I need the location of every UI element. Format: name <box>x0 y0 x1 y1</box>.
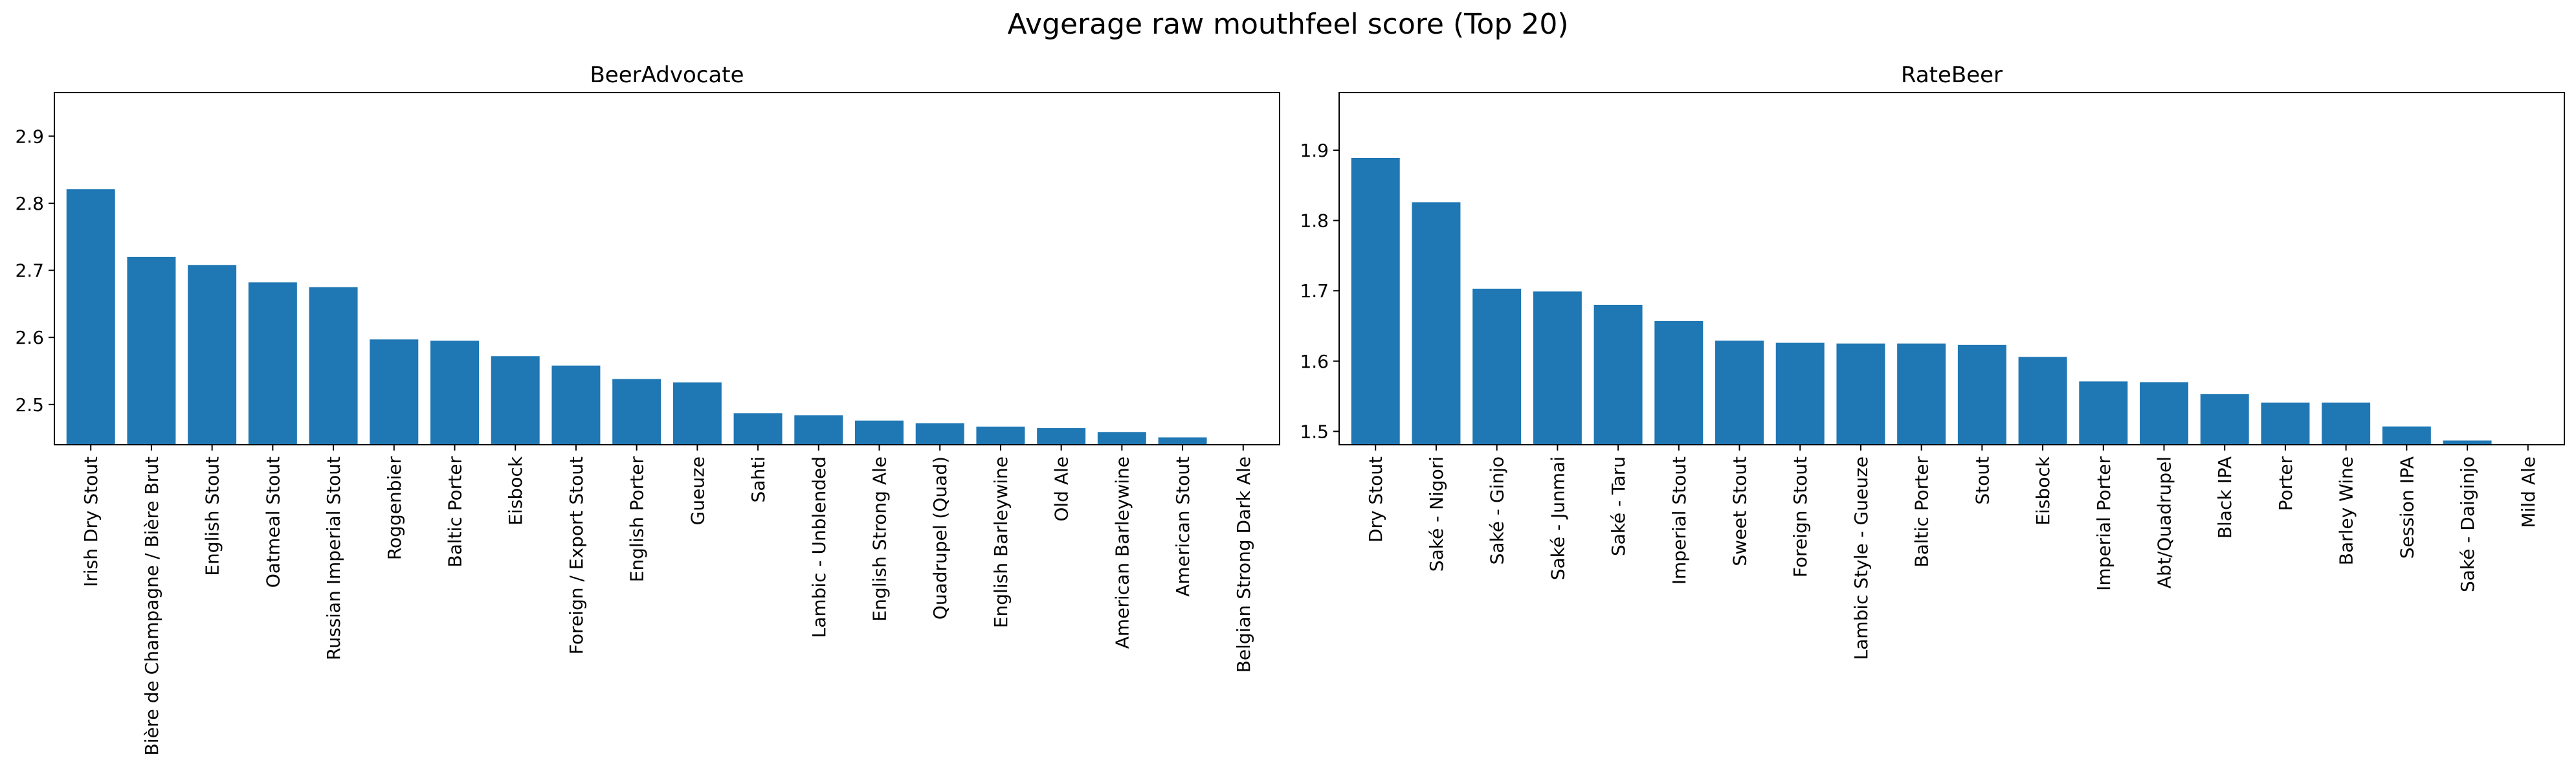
ratebeer-bar-5 <box>1593 304 1643 445</box>
ratebeer-axes-frame <box>1338 92 2565 445</box>
ratebeer-bar-3 <box>1472 288 1522 445</box>
beeradvocate-xtick-label-3: English Stout <box>202 456 223 576</box>
ratebeer-xtick-label-10: Baltic Porter <box>1911 456 1933 568</box>
figure-title: Avgerage raw mouthfeel score (Top 20) <box>1007 8 1568 41</box>
beeradvocate-bar-19 <box>1158 437 1207 445</box>
ratebeer-xtick-label-20: Mild Ale <box>2518 456 2539 528</box>
beeradvocate-xtick-label-5: Russian Imperial Stout <box>323 456 344 660</box>
ratebeer-xtick-label-13: Imperial Porter <box>2093 456 2115 591</box>
beeradvocate-bar-15 <box>915 423 964 445</box>
beeradvocate-xtick-label-1: Irish Dry Stout <box>80 456 102 587</box>
ratebeer-xtick-label-18: Session IPA <box>2396 456 2417 559</box>
ratebeer-bar-17 <box>2322 402 2371 445</box>
ratebeer-bar-16 <box>2261 402 2310 445</box>
beeradvocate-bar-1 <box>66 189 115 445</box>
ratebeer-xtick-label-6: Imperial Stout <box>1669 456 1690 585</box>
beeradvocate-ytick-label-3: 2.7 <box>15 260 44 282</box>
beeradvocate-bar-16 <box>976 427 1025 445</box>
ratebeer-bar-18 <box>2382 426 2431 445</box>
beeradvocate-xtick-label-6: Roggenbier <box>384 456 405 561</box>
beeradvocate-bar-4 <box>248 282 297 445</box>
ratebeer-xtick-label-4: Saké - Junmai <box>1547 456 1568 580</box>
ratebeer-bar-11 <box>1957 344 2006 445</box>
ratebeer-xtick-label-3: Saké - Ginjo <box>1487 456 1508 564</box>
ratebeer-xtick-label-16: Porter <box>2275 456 2296 511</box>
ratebeer-ytick-label-5: 1.9 <box>1300 140 1329 161</box>
beeradvocate-bar-13 <box>794 415 843 445</box>
beeradvocate-xtick-label-19: American Stout <box>1172 456 1194 597</box>
beeradvocate-xtick-label-15: Quadrupel (Quad) <box>929 456 951 620</box>
ratebeer-bar-10 <box>1897 343 1946 445</box>
ratebeer-xtick-label-12: Eisbock <box>2032 456 2054 525</box>
beeradvocate-panel: BeerAdvocate 2.5 2.6 2.7 2.8 2.9 Irish Dry Sto… <box>15 62 1280 755</box>
ratebeer-bar-14 <box>2140 382 2188 445</box>
ratebeer-xtick-label-9: Lambic Style - Gueuze <box>1850 456 1872 660</box>
ratebeer-ytick-label-1: 1.5 <box>1300 421 1329 442</box>
ratebeer-ytick-label-3: 1.7 <box>1300 280 1329 302</box>
beeradvocate-ytick-label-2: 2.6 <box>15 327 44 348</box>
beeradvocate-bar-12 <box>733 413 783 445</box>
beeradvocate-bar-17 <box>1037 428 1086 445</box>
ratebeer-xtick-label-17: Barley Wine <box>2336 456 2357 565</box>
beeradvocate-xtick-label-4: Oatmeal Stout <box>262 456 283 588</box>
beeradvocate-ytick-label-4: 2.8 <box>15 193 44 214</box>
ratebeer-xtick-label-5: Saké - Taru <box>1608 456 1629 556</box>
beeradvocate-axes-frame <box>54 92 1280 445</box>
beeradvocate-bar-2 <box>127 256 176 445</box>
ratebeer-title: RateBeer <box>1901 62 2003 88</box>
beeradvocate-ytick-label-5: 2.9 <box>15 126 44 147</box>
beeradvocate-bar-7 <box>430 341 479 445</box>
beeradvocate-xtick-label-18: American Barleywine <box>1111 456 1133 649</box>
beeradvocate-bar-9 <box>551 365 601 445</box>
beeradvocate-title: BeerAdvocate <box>590 62 744 88</box>
beeradvocate-xtick-label-13: Lambic - Unblended <box>808 456 830 638</box>
beeradvocate-bar-5 <box>309 287 358 445</box>
beeradvocate-bar-8 <box>491 356 540 445</box>
ratebeer-xtick-label-14: Abt/Quadrupel <box>2153 456 2175 588</box>
ratebeer-bar-19 <box>2443 440 2492 445</box>
beeradvocate-bar-11 <box>672 382 722 445</box>
beeradvocate-bar-18 <box>1097 432 1146 445</box>
beeradvocate-xtick-label-16: English Barleywine <box>990 456 1012 628</box>
ratebeer-xtick-label-15: Black IPA <box>2214 456 2236 539</box>
ratebeer-xtick-label-8: Foreign Stout <box>1790 456 1811 577</box>
ratebeer-bar-1 <box>1351 157 1400 445</box>
ratebeer-bar-8 <box>1775 342 1825 445</box>
ratebeer-bar-4 <box>1533 291 1582 445</box>
beeradvocate-xtick-label-14: English Strong Ale <box>869 456 890 621</box>
beeradvocate-xtick-label-11: Gueuze <box>687 456 708 525</box>
ratebeer-bar-13 <box>2079 381 2128 445</box>
ratebeer-bar-6 <box>1654 320 1704 445</box>
ratebeer-xtick-label-11: Stout <box>1971 456 1993 505</box>
beeradvocate-xtick-label-7: Baltic Porter <box>445 456 466 568</box>
ratebeer-xtick-label-1: Dry Stout <box>1365 456 1386 542</box>
beeradvocate-xtick-label-2: Bière de Champagne / Bière Brut <box>141 456 162 755</box>
ratebeer-bar-7 <box>1715 341 1764 445</box>
ratebeer-ytick-label-2: 1.6 <box>1300 351 1329 372</box>
beeradvocate-bar-14 <box>855 420 904 445</box>
ratebeer-xtick-label-19: Saké - Daiginjo <box>2457 456 2478 592</box>
ratebeer-panel: RateBeer 1.5 1.6 1.7 1.8 1.9 Dry Stout Saké - N… <box>1300 62 2565 660</box>
beeradvocate-xtick-label-8: Eisbock <box>505 456 526 525</box>
beeradvocate-bar-10 <box>612 379 661 445</box>
beeradvocate-xtick-label-20: Belgian Strong Dark Ale <box>1233 456 1254 673</box>
beeradvocate-bar-3 <box>188 265 237 445</box>
ratebeer-bar-15 <box>2200 394 2249 445</box>
ratebeer-xtick-label-7: Sweet Stout <box>1729 456 1751 566</box>
beeradvocate-ytick-label-1: 2.5 <box>15 394 44 416</box>
ratebeer-ytick-label-4: 1.8 <box>1300 210 1329 232</box>
beeradvocate-xtick-label-9: Foreign / Export Stout <box>566 456 587 654</box>
ratebeer-xtick-label-2: Saké - Nigori <box>1426 456 1447 572</box>
beeradvocate-bar-6 <box>370 339 419 445</box>
beeradvocate-xtick-label-12: Sahti <box>748 456 769 502</box>
ratebeer-bar-9 <box>1836 343 1885 445</box>
beeradvocate-xtick-label-10: English Porter <box>627 456 648 583</box>
ratebeer-bar-2 <box>1412 202 1461 445</box>
ratebeer-bar-12 <box>2018 357 2067 445</box>
beeradvocate-xtick-label-17: Old Ale <box>1051 456 1072 522</box>
